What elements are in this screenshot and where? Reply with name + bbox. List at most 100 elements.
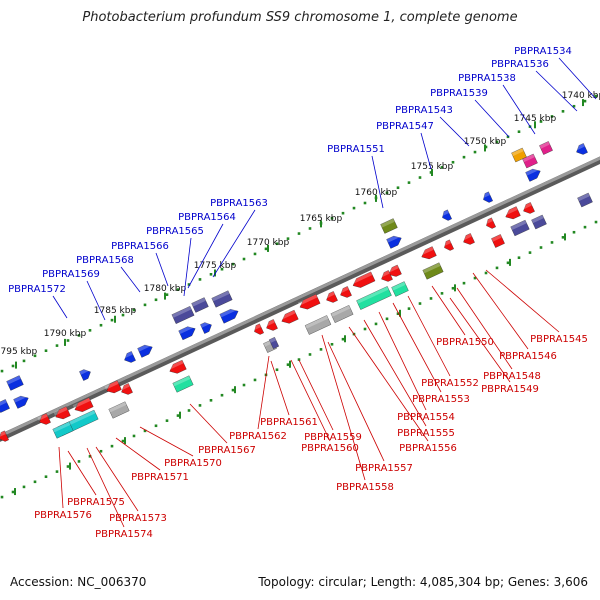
gene-block bbox=[268, 337, 280, 349]
ruler-dot-lower bbox=[198, 404, 202, 407]
ruler-dot-upper bbox=[451, 160, 455, 164]
gene-rect bbox=[0, 399, 10, 413]
gene-arrow bbox=[352, 271, 376, 288]
leader-line-lower bbox=[431, 285, 466, 336]
gene-block bbox=[522, 153, 538, 169]
ruler-dot-lower bbox=[44, 475, 48, 479]
ruler-dot-lower bbox=[110, 444, 114, 448]
gene-block bbox=[0, 430, 9, 442]
ruler-dot-lower bbox=[187, 409, 191, 412]
ruler-dot-upper bbox=[110, 318, 114, 322]
gene-shine bbox=[305, 315, 329, 329]
gene-arrow bbox=[463, 233, 475, 245]
gene-shine bbox=[0, 399, 7, 407]
ruler-dot-upper bbox=[286, 237, 290, 240]
lower-gene-label: PBPRA1550 bbox=[436, 337, 494, 348]
gene-arrow bbox=[421, 246, 437, 260]
gene-rect bbox=[531, 214, 547, 230]
gene-block bbox=[219, 306, 239, 324]
ruler-tick-label: 1765 kbp bbox=[300, 214, 343, 224]
gene-arrow bbox=[381, 270, 393, 282]
upper-gene-label: PBPRA1534 bbox=[514, 46, 572, 57]
lower-gene-label: PBPRA1562 bbox=[229, 431, 287, 442]
gene-shine bbox=[122, 351, 133, 359]
lower-gene-label: PBPRA1561 bbox=[260, 417, 318, 428]
upper-gene-label: PBPRA1538 bbox=[458, 73, 516, 84]
gene-shine bbox=[391, 281, 406, 291]
leader-line-upper bbox=[155, 252, 169, 287]
ruler-tick-label: 1755 kbp bbox=[411, 162, 454, 172]
gene-block bbox=[53, 406, 71, 420]
ruler-dot-lower bbox=[11, 490, 15, 494]
leader-line-upper bbox=[371, 155, 384, 209]
ruler-dot-lower bbox=[253, 378, 257, 382]
gene-features bbox=[0, 141, 593, 442]
ruler-tick-label: 1750 kbp bbox=[464, 137, 507, 147]
lower-gene-label: PBPRA1560 bbox=[301, 443, 359, 454]
leader-line-lower bbox=[67, 450, 97, 496]
upper-gene-label: PBPRA1566 bbox=[111, 241, 169, 252]
ruler-dot-lower bbox=[561, 236, 565, 239]
ruler-dot-lower bbox=[594, 220, 598, 224]
gene-shine bbox=[167, 360, 184, 371]
gene-shine bbox=[330, 305, 351, 317]
gene-rect bbox=[191, 297, 209, 313]
gene-block bbox=[79, 367, 91, 381]
gene-block bbox=[72, 397, 94, 412]
gene-shine bbox=[171, 306, 192, 318]
ruler-dot-lower bbox=[286, 363, 290, 366]
ruler-dot-upper bbox=[231, 262, 235, 266]
gene-block bbox=[122, 351, 136, 363]
leader-line-lower bbox=[321, 334, 366, 481]
ruler-dot-lower bbox=[407, 307, 411, 310]
gene-block bbox=[52, 421, 74, 439]
gene-arrow bbox=[169, 359, 187, 374]
ruler-dot-upper bbox=[330, 216, 334, 220]
gene-labels: PBPRA1534 PBPRA1536 PBPRA1538 PBPRA1539 PBPR… bbox=[8, 46, 588, 540]
ruler-dot-lower bbox=[484, 271, 488, 275]
gene-rect bbox=[52, 421, 74, 439]
ruler-tick-label: 1790 kbp bbox=[44, 329, 87, 339]
ruler-dot-upper bbox=[22, 359, 26, 363]
gene-block bbox=[380, 218, 398, 234]
gene-block bbox=[419, 246, 437, 260]
gene-shine bbox=[79, 367, 90, 375]
ruler-dot-lower bbox=[429, 297, 433, 300]
ruler-dot-upper bbox=[341, 211, 345, 215]
ruler-track: 1740 kbp 1745 kbp 1750 kbp 1755 kbp 1760 kbp… bbox=[0, 91, 600, 499]
gene-arrow bbox=[299, 294, 321, 310]
upper-gene-label: PBPRA1569 bbox=[42, 269, 100, 280]
gene-rect bbox=[6, 375, 24, 391]
ruler-dot-lower bbox=[297, 358, 301, 361]
gene-block bbox=[252, 323, 264, 335]
gene-rect bbox=[268, 337, 280, 349]
gene-arrow bbox=[281, 309, 299, 324]
leader-line-upper bbox=[558, 57, 597, 100]
gene-shine bbox=[219, 306, 238, 318]
lower-gene-label: PBPRA1571 bbox=[131, 472, 189, 483]
ruler-dot-lower bbox=[363, 327, 367, 331]
gene-shine bbox=[53, 406, 68, 416]
gene-shine bbox=[511, 147, 524, 157]
gene-arrow bbox=[340, 286, 352, 298]
gene-block bbox=[0, 399, 10, 413]
ruler-dot-upper bbox=[297, 232, 301, 235]
gene-arrow bbox=[13, 395, 29, 409]
leader-line-lower bbox=[407, 295, 451, 377]
ruler-dot-upper bbox=[88, 329, 92, 332]
gene-block bbox=[104, 380, 122, 394]
gene-arrow bbox=[254, 323, 264, 335]
lower-gene-label: PBPRA1574 bbox=[95, 529, 153, 540]
gene-rect bbox=[539, 141, 553, 155]
lower-gene-label: PBPRA1556 bbox=[399, 443, 457, 454]
ruler-dot-lower bbox=[572, 230, 576, 234]
ruler-dot-lower bbox=[462, 281, 466, 285]
gene-block bbox=[481, 191, 493, 203]
gene-block bbox=[484, 217, 496, 229]
ruler-dot-upper bbox=[0, 369, 4, 373]
gene-arrow bbox=[486, 217, 496, 229]
ruler-dot-lower bbox=[99, 449, 103, 453]
ruler-dot-upper bbox=[44, 349, 48, 353]
gene-arrow bbox=[106, 380, 122, 394]
ruler-dot-upper bbox=[11, 364, 15, 368]
